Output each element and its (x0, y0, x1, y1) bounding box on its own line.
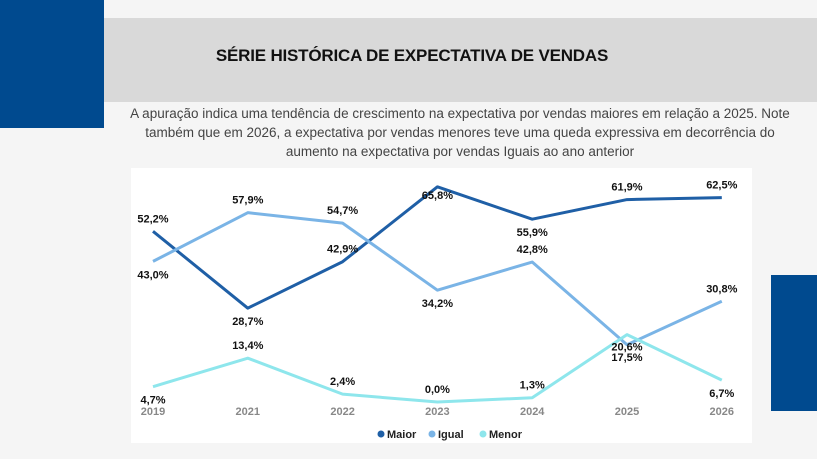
x-tick-label: 2023 (425, 406, 449, 418)
data-label: 57,9% (232, 195, 263, 207)
data-label: 1,3% (520, 380, 545, 392)
data-label: 55,9% (517, 227, 548, 239)
chart: 52,2% 28,7% 42,9% 65,8% 55,9% 61,9% 62,5% 43,0%… (131, 168, 752, 443)
x-tick-label: 2024 (520, 406, 545, 418)
accent-block-left (0, 0, 104, 128)
data-label: 61,9% (611, 182, 642, 194)
series-line-igual (152, 211, 723, 347)
data-label: 43,0% (137, 269, 168, 281)
data-label: 2,4% (330, 376, 355, 388)
data-label: 65,8% (422, 190, 453, 202)
data-label: 34,2% (422, 298, 453, 310)
x-tick-label: 2026 (710, 406, 734, 418)
data-label: 28,7% (232, 316, 263, 328)
x-tick-label: 2022 (330, 406, 354, 418)
legend-label: Igual (438, 429, 464, 441)
data-label: 20,6% (611, 342, 642, 354)
data-label: 4,7% (140, 395, 165, 407)
series-line-maior (152, 185, 722, 310)
series-line-menor (152, 333, 723, 404)
accent-block-right (771, 275, 817, 411)
x-tick-label: 2025 (615, 406, 639, 418)
data-label: 42,8% (517, 244, 548, 256)
data-label: 0,0% (425, 384, 450, 396)
data-label: 42,9% (327, 244, 358, 256)
data-label: 52,2% (137, 213, 168, 225)
page-title: SÉRIE HISTÓRICA DE EXPECTATIVA DE VENDAS (215, 46, 609, 65)
x-tick-label: 2019 (141, 406, 165, 418)
legend-marker-igual (428, 430, 436, 438)
title-band (104, 18, 817, 102)
x-tick-label: 2021 (236, 406, 260, 418)
legend-label: Maior (387, 429, 417, 441)
data-label: 13,4% (232, 340, 263, 352)
data-label: 62,5% (706, 180, 737, 192)
line-chart: 52,2% 28,7% 42,9% 65,8% 55,9% 61,9% 62,5% 43,0%… (137, 180, 737, 441)
description: A apuração indica uma tendência de cresc… (130, 106, 790, 159)
legend-label: Menor (489, 429, 523, 441)
legend-marker-maior (377, 430, 385, 438)
data-label: 17,5% (611, 352, 642, 364)
data-label: 54,7% (327, 205, 358, 217)
data-label: 30,8% (706, 283, 737, 295)
data-label: 6,7% (709, 388, 734, 400)
legend-marker-menor (479, 430, 487, 438)
